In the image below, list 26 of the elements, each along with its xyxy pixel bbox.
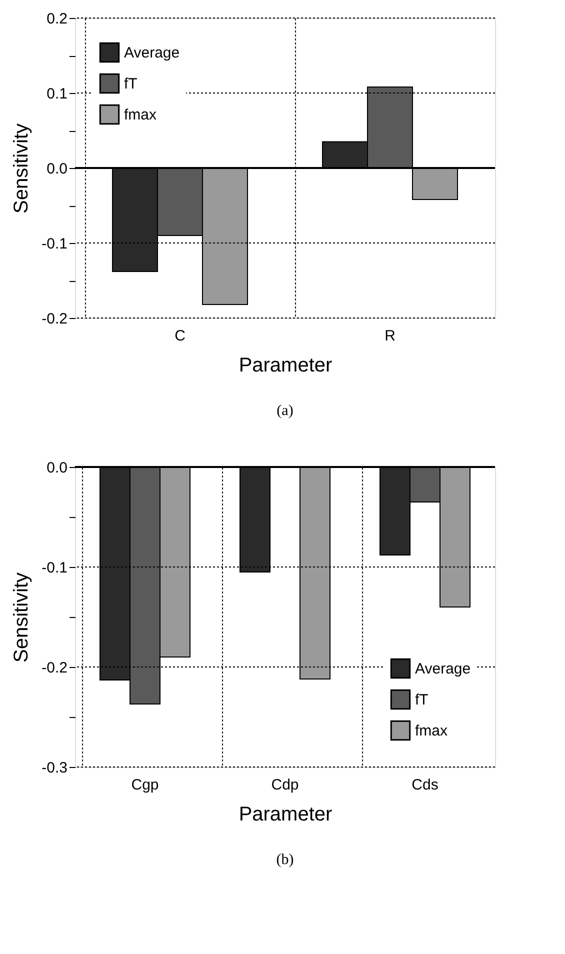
x-tick-label: R bbox=[384, 328, 396, 344]
text: (b) bbox=[276, 852, 294, 868]
text: (a) bbox=[276, 403, 294, 419]
legend-label: fmax bbox=[415, 722, 448, 740]
x-tick-label: Cds bbox=[412, 776, 438, 794]
x-tick-label: C bbox=[174, 328, 186, 344]
y-axis-title: Sensitivity bbox=[10, 123, 33, 214]
y-tick-label: 0.2 bbox=[46, 10, 68, 28]
legend-label: fmax bbox=[124, 106, 158, 124]
x-tick-label: Cgp bbox=[131, 776, 159, 794]
legend-label: Average bbox=[124, 44, 180, 62]
x-axis-title: Parameter bbox=[238, 354, 333, 376]
legend-label: fT bbox=[415, 692, 428, 708]
x-tick-label: Cdp bbox=[271, 776, 299, 794]
y-tick-label: 0.0 bbox=[46, 160, 68, 178]
legend-label: Average bbox=[415, 660, 471, 678]
legend-label: fT bbox=[124, 76, 138, 92]
y-tick-label: -0.3 bbox=[42, 760, 68, 776]
x-axis-title: Parameter bbox=[238, 804, 333, 826]
y-axis-title: Sensitivity bbox=[10, 572, 33, 663]
y-tick-label: 0.1 bbox=[46, 86, 68, 102]
y-tick-label: -0.2 bbox=[42, 310, 68, 328]
y-tick-label: -0.2 bbox=[42, 660, 68, 676]
y-tick-label: 0.0 bbox=[46, 460, 68, 476]
y-tick-label: -0.1 bbox=[42, 236, 68, 252]
y-tick-label: -0.1 bbox=[42, 560, 68, 576]
